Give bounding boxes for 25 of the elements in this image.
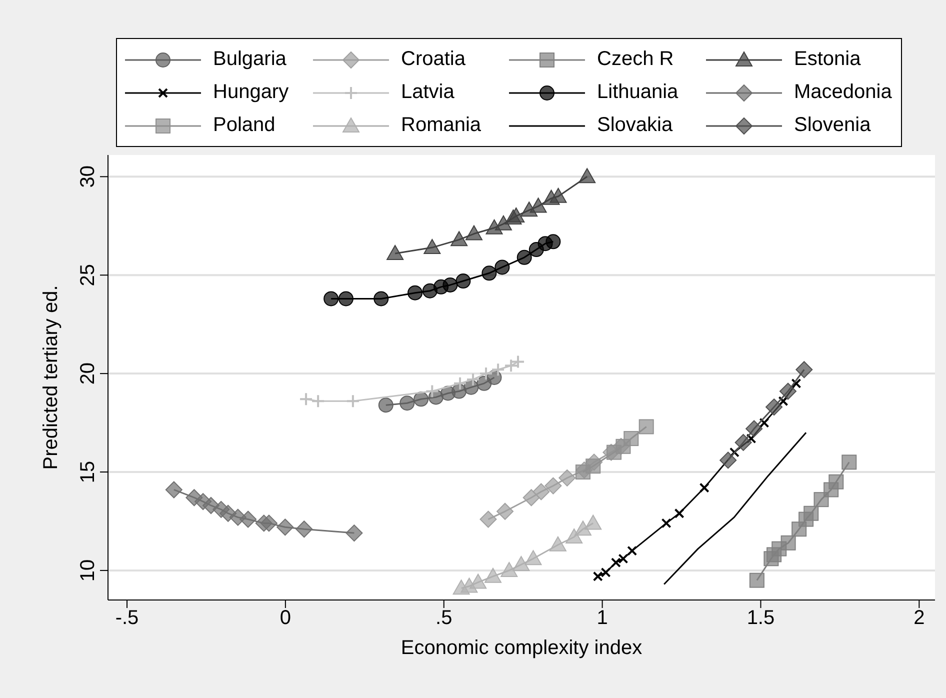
legend-label: Romania (401, 114, 482, 137)
legend-label: Latvia (401, 81, 454, 104)
y-tick-label: 15 (77, 460, 99, 484)
y-tick-label: 20 (77, 362, 99, 385)
legend-label: Estonia (794, 48, 861, 71)
y-tick-label: 10 (77, 559, 99, 582)
legend-label: Poland (213, 114, 276, 137)
x-tick-label: 0 (280, 607, 292, 630)
legend-label: Slovenia (794, 114, 871, 137)
legend-label: Macedonia (794, 81, 892, 104)
x-tick-label: -.5 (115, 607, 139, 630)
y-axis-title: Predicted tertiary ed. (40, 285, 62, 470)
legend-label: Croatia (401, 48, 466, 71)
legend-label: Lithuania (597, 81, 678, 104)
x-axis-title: Economic complexity index (400, 637, 642, 659)
x-tick-label: 1.5 (746, 607, 775, 630)
y-tick-label: 30 (77, 166, 99, 188)
legend-label: Czech R (597, 48, 674, 71)
y-tick-label: 25 (77, 264, 99, 286)
x-tick-label: 2 (914, 607, 925, 630)
legend-label: Slovakia (597, 114, 673, 137)
legend-label: Bulgaria (213, 48, 286, 71)
legend-label: Hungary (213, 81, 289, 104)
x-tick-label: .5 (436, 607, 452, 630)
x-tick-label: 1 (596, 607, 608, 630)
